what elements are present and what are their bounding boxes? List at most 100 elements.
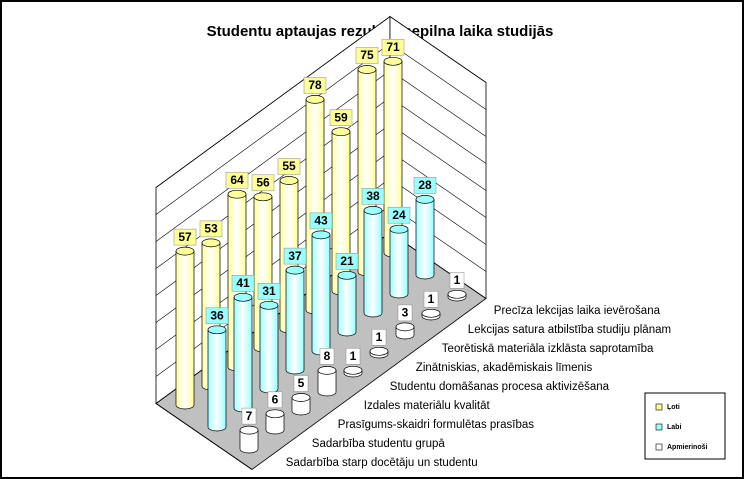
cylinder-top <box>369 346 389 356</box>
cylinder-top <box>201 238 221 248</box>
cylinder-top <box>233 292 253 302</box>
value-label-box <box>283 247 307 265</box>
value-label-box <box>319 348 335 365</box>
cylinder <box>311 230 331 356</box>
left-wall <box>155 403 253 470</box>
legend-label: Apmierinoši <box>667 444 708 451</box>
value-label: 53 <box>204 222 218 236</box>
cylinder-top <box>265 409 285 419</box>
cylinder-top <box>285 265 305 275</box>
legend-swatch <box>655 403 663 411</box>
cylinder-top <box>279 176 299 185</box>
cylinder-top <box>331 127 351 137</box>
value-label: 3 <box>402 306 409 320</box>
value-label-box <box>345 348 361 365</box>
value-label-box <box>241 407 257 425</box>
cylinder-body <box>265 413 285 435</box>
value-label: 31 <box>262 284 276 298</box>
category-label: Sadarbība starp docētāju un studentu <box>286 457 478 469</box>
value-label-box <box>257 283 281 300</box>
cylinder-top <box>311 230 331 240</box>
value-label-box <box>371 329 387 346</box>
cylinder <box>239 425 259 454</box>
value-label-box <box>225 171 249 189</box>
value-label: 55 <box>282 159 296 173</box>
cylinder-top <box>227 189 247 199</box>
cylinder-top <box>421 308 441 318</box>
value-label-box <box>387 206 411 224</box>
value-label-box <box>303 77 327 94</box>
value-label: 1 <box>376 330 383 344</box>
cylinder-body <box>337 274 357 337</box>
cylinder-top <box>207 325 227 335</box>
cylinder-top <box>389 224 409 234</box>
cylinder-body <box>259 304 279 394</box>
value-label-box <box>205 307 229 325</box>
cylinder-top <box>259 300 279 310</box>
cylinder-body <box>363 210 383 318</box>
cylinder <box>337 270 357 337</box>
value-label: 1 <box>454 273 461 287</box>
cylinder <box>175 246 195 410</box>
cylinder-top <box>175 246 195 256</box>
cylinder-top <box>357 65 377 74</box>
value-label: 37 <box>288 249 302 263</box>
value-label-box <box>397 304 413 322</box>
value-label: 56 <box>256 175 270 189</box>
cylinder <box>447 289 467 302</box>
value-label: 28 <box>418 178 432 192</box>
cylinder-body <box>291 397 311 416</box>
cylinder <box>207 325 227 432</box>
legend-swatch <box>655 423 663 431</box>
value-label-box <box>329 109 353 126</box>
cylinder <box>415 195 435 280</box>
value-label-box <box>449 272 465 289</box>
value-label: 1 <box>428 292 435 306</box>
value-label: 5 <box>298 376 305 390</box>
value-label: 6 <box>272 392 279 406</box>
value-label-box <box>267 391 283 409</box>
cylinder-body <box>285 269 305 375</box>
legend-label: Labi <box>667 424 681 431</box>
cylinder-top <box>305 95 325 104</box>
value-label-box <box>413 177 437 194</box>
value-label-box <box>277 158 301 175</box>
category-label: Izdales materiālu kvalitāt <box>364 400 491 412</box>
cylinder-top <box>291 393 311 402</box>
value-label-box <box>293 375 309 392</box>
cylinder-body <box>233 296 253 413</box>
cylinder-top <box>383 56 403 66</box>
category-label: Studentu domāšanas procesa aktivizēšana <box>390 381 610 393</box>
cylinder-body <box>311 234 331 356</box>
value-label: 75 <box>360 48 374 62</box>
cylinder <box>389 224 409 299</box>
cylinder-top <box>253 192 273 202</box>
value-label: 38 <box>366 189 380 203</box>
value-label-box <box>355 47 379 64</box>
value-label: 7 <box>246 409 253 423</box>
value-label: 41 <box>236 276 250 290</box>
cylinder-top <box>337 270 357 280</box>
cylinder <box>363 206 383 318</box>
value-label-box <box>423 291 439 308</box>
cylinder <box>421 308 441 321</box>
value-label-box <box>309 212 333 230</box>
value-label-box <box>251 174 275 192</box>
category-label: Zinātniskias, akadēmiskais līmenis <box>416 362 593 374</box>
cylinder-top <box>343 365 363 375</box>
value-label-box <box>173 228 197 246</box>
cylinder-body <box>317 370 337 397</box>
category-label: Sadarbība studentu grupā <box>312 438 446 450</box>
value-label-box <box>199 220 223 238</box>
cylinder-body <box>207 329 227 432</box>
cylinder-top <box>239 425 259 435</box>
cylinder-body <box>175 250 195 410</box>
cylinder-top <box>317 366 337 375</box>
cylinder <box>285 265 305 375</box>
legend-label: Ļoti <box>667 404 680 411</box>
value-label: 24 <box>392 208 406 222</box>
value-label: 8 <box>324 349 331 363</box>
value-label: 59 <box>334 110 348 124</box>
category-label: Lekcijas satura atbilstība studiju plāna… <box>468 324 671 336</box>
